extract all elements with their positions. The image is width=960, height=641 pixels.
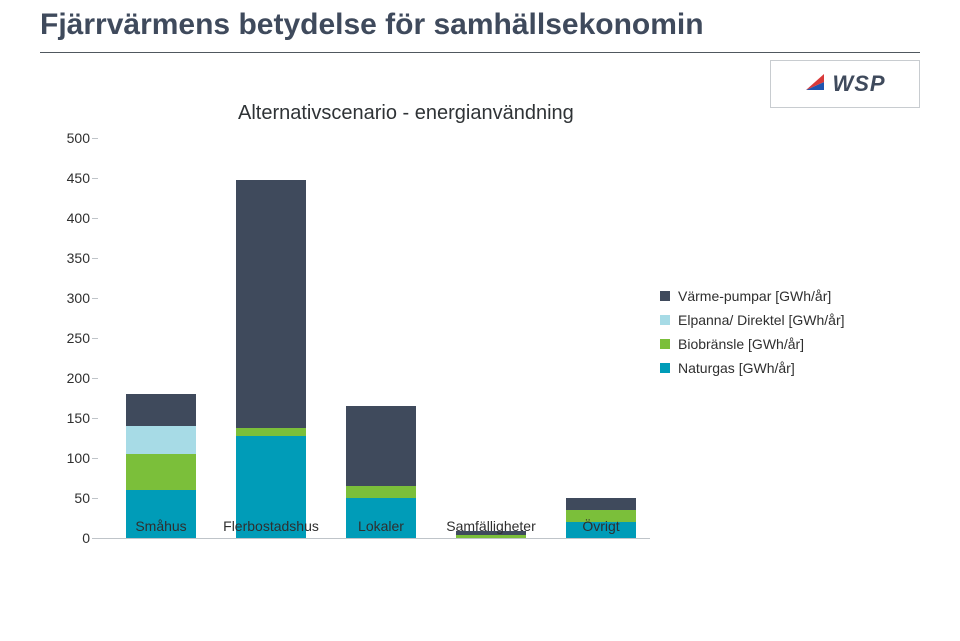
y-tick-label: 400 bbox=[50, 210, 90, 226]
y-tick-label: 0 bbox=[50, 530, 90, 546]
legend-label: Biobränsle [GWh/år] bbox=[678, 336, 804, 352]
y-tick-label: 100 bbox=[50, 450, 90, 466]
legend-swatch bbox=[660, 315, 670, 325]
x-tick-label: Samfälligheter bbox=[446, 518, 536, 534]
x-tick-label: Småhus bbox=[135, 518, 186, 534]
legend-swatch bbox=[660, 339, 670, 349]
logo-flag-icon bbox=[804, 70, 826, 98]
legend-item-varme: Värme-pumpar [GWh/år] bbox=[660, 288, 900, 304]
title-rule bbox=[40, 52, 920, 53]
segment-varme bbox=[236, 180, 306, 428]
x-tick-label: Flerbostadshus bbox=[223, 518, 319, 534]
segment-varme bbox=[566, 498, 636, 510]
page-title: Fjärrvärmens betydelse för samhällsekono… bbox=[40, 8, 704, 42]
segment-biobransle bbox=[456, 535, 526, 538]
segment-varme bbox=[346, 406, 416, 486]
y-tick-label: 50 bbox=[50, 490, 90, 506]
legend-label: Naturgas [GWh/år] bbox=[678, 360, 795, 376]
wsp-logo: WSP bbox=[770, 60, 920, 108]
legend-swatch bbox=[660, 291, 670, 301]
y-tick-label: 450 bbox=[50, 170, 90, 186]
y-tick-label: 300 bbox=[50, 290, 90, 306]
legend-item-elpanna: Elpanna/ Direktel [GWh/år] bbox=[660, 312, 900, 328]
y-tick-label: 200 bbox=[50, 370, 90, 386]
legend-item-biobransle: Biobränsle [GWh/år] bbox=[660, 336, 900, 352]
segment-varme bbox=[126, 394, 196, 426]
segment-elpanna bbox=[126, 426, 196, 454]
chart-legend: Värme-pumpar [GWh/år] Elpanna/ Direktel [… bbox=[660, 288, 900, 384]
legend-swatch bbox=[660, 363, 670, 373]
segment-biobransle bbox=[346, 486, 416, 498]
legend-label: Elpanna/ Direktel [GWh/år] bbox=[678, 312, 845, 328]
segment-biobransle bbox=[236, 428, 306, 436]
x-tick-label: Övrigt bbox=[582, 518, 619, 534]
logo-text: WSP bbox=[832, 71, 885, 97]
segment-biobransle bbox=[126, 454, 196, 490]
legend-label: Värme-pumpar [GWh/år] bbox=[678, 288, 831, 304]
y-tick-label: 250 bbox=[50, 330, 90, 346]
y-tick-label: 500 bbox=[50, 130, 90, 146]
y-tick-label: 350 bbox=[50, 250, 90, 266]
y-tick-label: 150 bbox=[50, 410, 90, 426]
bar-småhus bbox=[126, 394, 196, 538]
x-tick-label: Lokaler bbox=[358, 518, 404, 534]
legend-item-naturgas: Naturgas [GWh/år] bbox=[660, 360, 900, 376]
energy-chart: 0 50 100 150 200 250 300 350 400 450 500 Småhus Fle… bbox=[50, 110, 650, 580]
bar-flerbostadshus bbox=[236, 180, 306, 538]
